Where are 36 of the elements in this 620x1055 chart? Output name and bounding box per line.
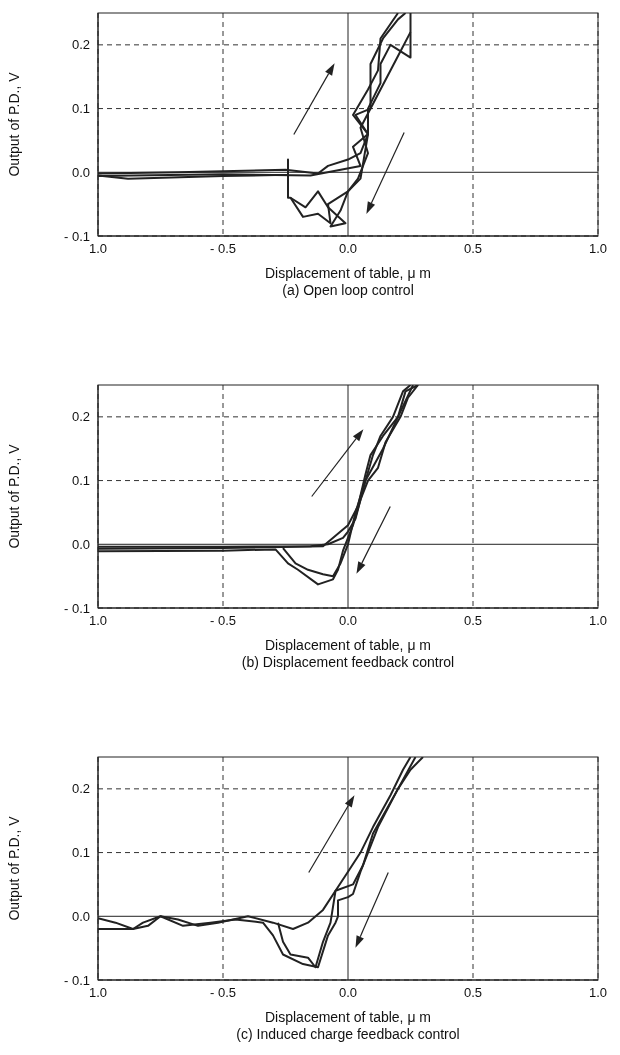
y-tick-label: 0.2 — [71, 37, 90, 53]
y-tick-label: 0.0 — [71, 908, 90, 924]
x-tick-label: 1.0 — [588, 241, 608, 257]
x-tick-label: 1.0 — [88, 985, 108, 1001]
x-tick-label: - 0.5 — [209, 241, 237, 257]
text: (a) Open loop control — [281, 282, 415, 298]
text: (c) Induced charge feedback control — [235, 1026, 461, 1042]
y-tick-label: 0.1 — [71, 101, 90, 117]
text: (b) Displacement feedback control — [240, 654, 456, 670]
x-tick-label: 1.0 — [588, 613, 608, 629]
y-tick-label: 0.0 — [71, 164, 90, 180]
x-axis-title: Displacement of table, μ m — [264, 265, 432, 281]
y-tick-label: 0.1 — [71, 845, 90, 861]
y-tick-label: 0.2 — [71, 409, 90, 425]
x-tick-label: 0.0 — [338, 241, 358, 257]
y-tick-label: 0.1 — [71, 473, 90, 489]
x-tick-label: 0.5 — [463, 613, 483, 629]
x-tick-label: 0.0 — [338, 613, 358, 629]
x-tick-label: 0.0 — [338, 985, 358, 1001]
y-axis-title: Output of P.D., V — [5, 815, 22, 921]
x-axis-title: Displacement of table, μ m — [264, 1009, 432, 1025]
x-tick-label: 1.0 — [588, 985, 608, 1001]
y-tick-label: 0.2 — [71, 781, 90, 797]
y-tick-label: - 0.1 — [63, 600, 90, 616]
x-tick-label: - 0.5 — [209, 985, 237, 1001]
x-tick-label: 0.5 — [463, 985, 483, 1001]
y-tick-label: - 0.1 — [63, 972, 90, 988]
y-axis-title: Output of P.D., V — [5, 443, 22, 549]
y-tick-label: - 0.1 — [63, 228, 90, 244]
x-tick-label: - 0.5 — [209, 613, 237, 629]
x-tick-label: 1.0 — [88, 613, 108, 629]
x-tick-label: 0.5 — [463, 241, 483, 257]
y-axis-title: Output of P.D., V — [5, 71, 22, 177]
x-tick-label: 1.0 — [88, 241, 108, 257]
x-axis-title: Displacement of table, μ m — [264, 637, 432, 653]
y-tick-label: 0.0 — [71, 536, 90, 552]
